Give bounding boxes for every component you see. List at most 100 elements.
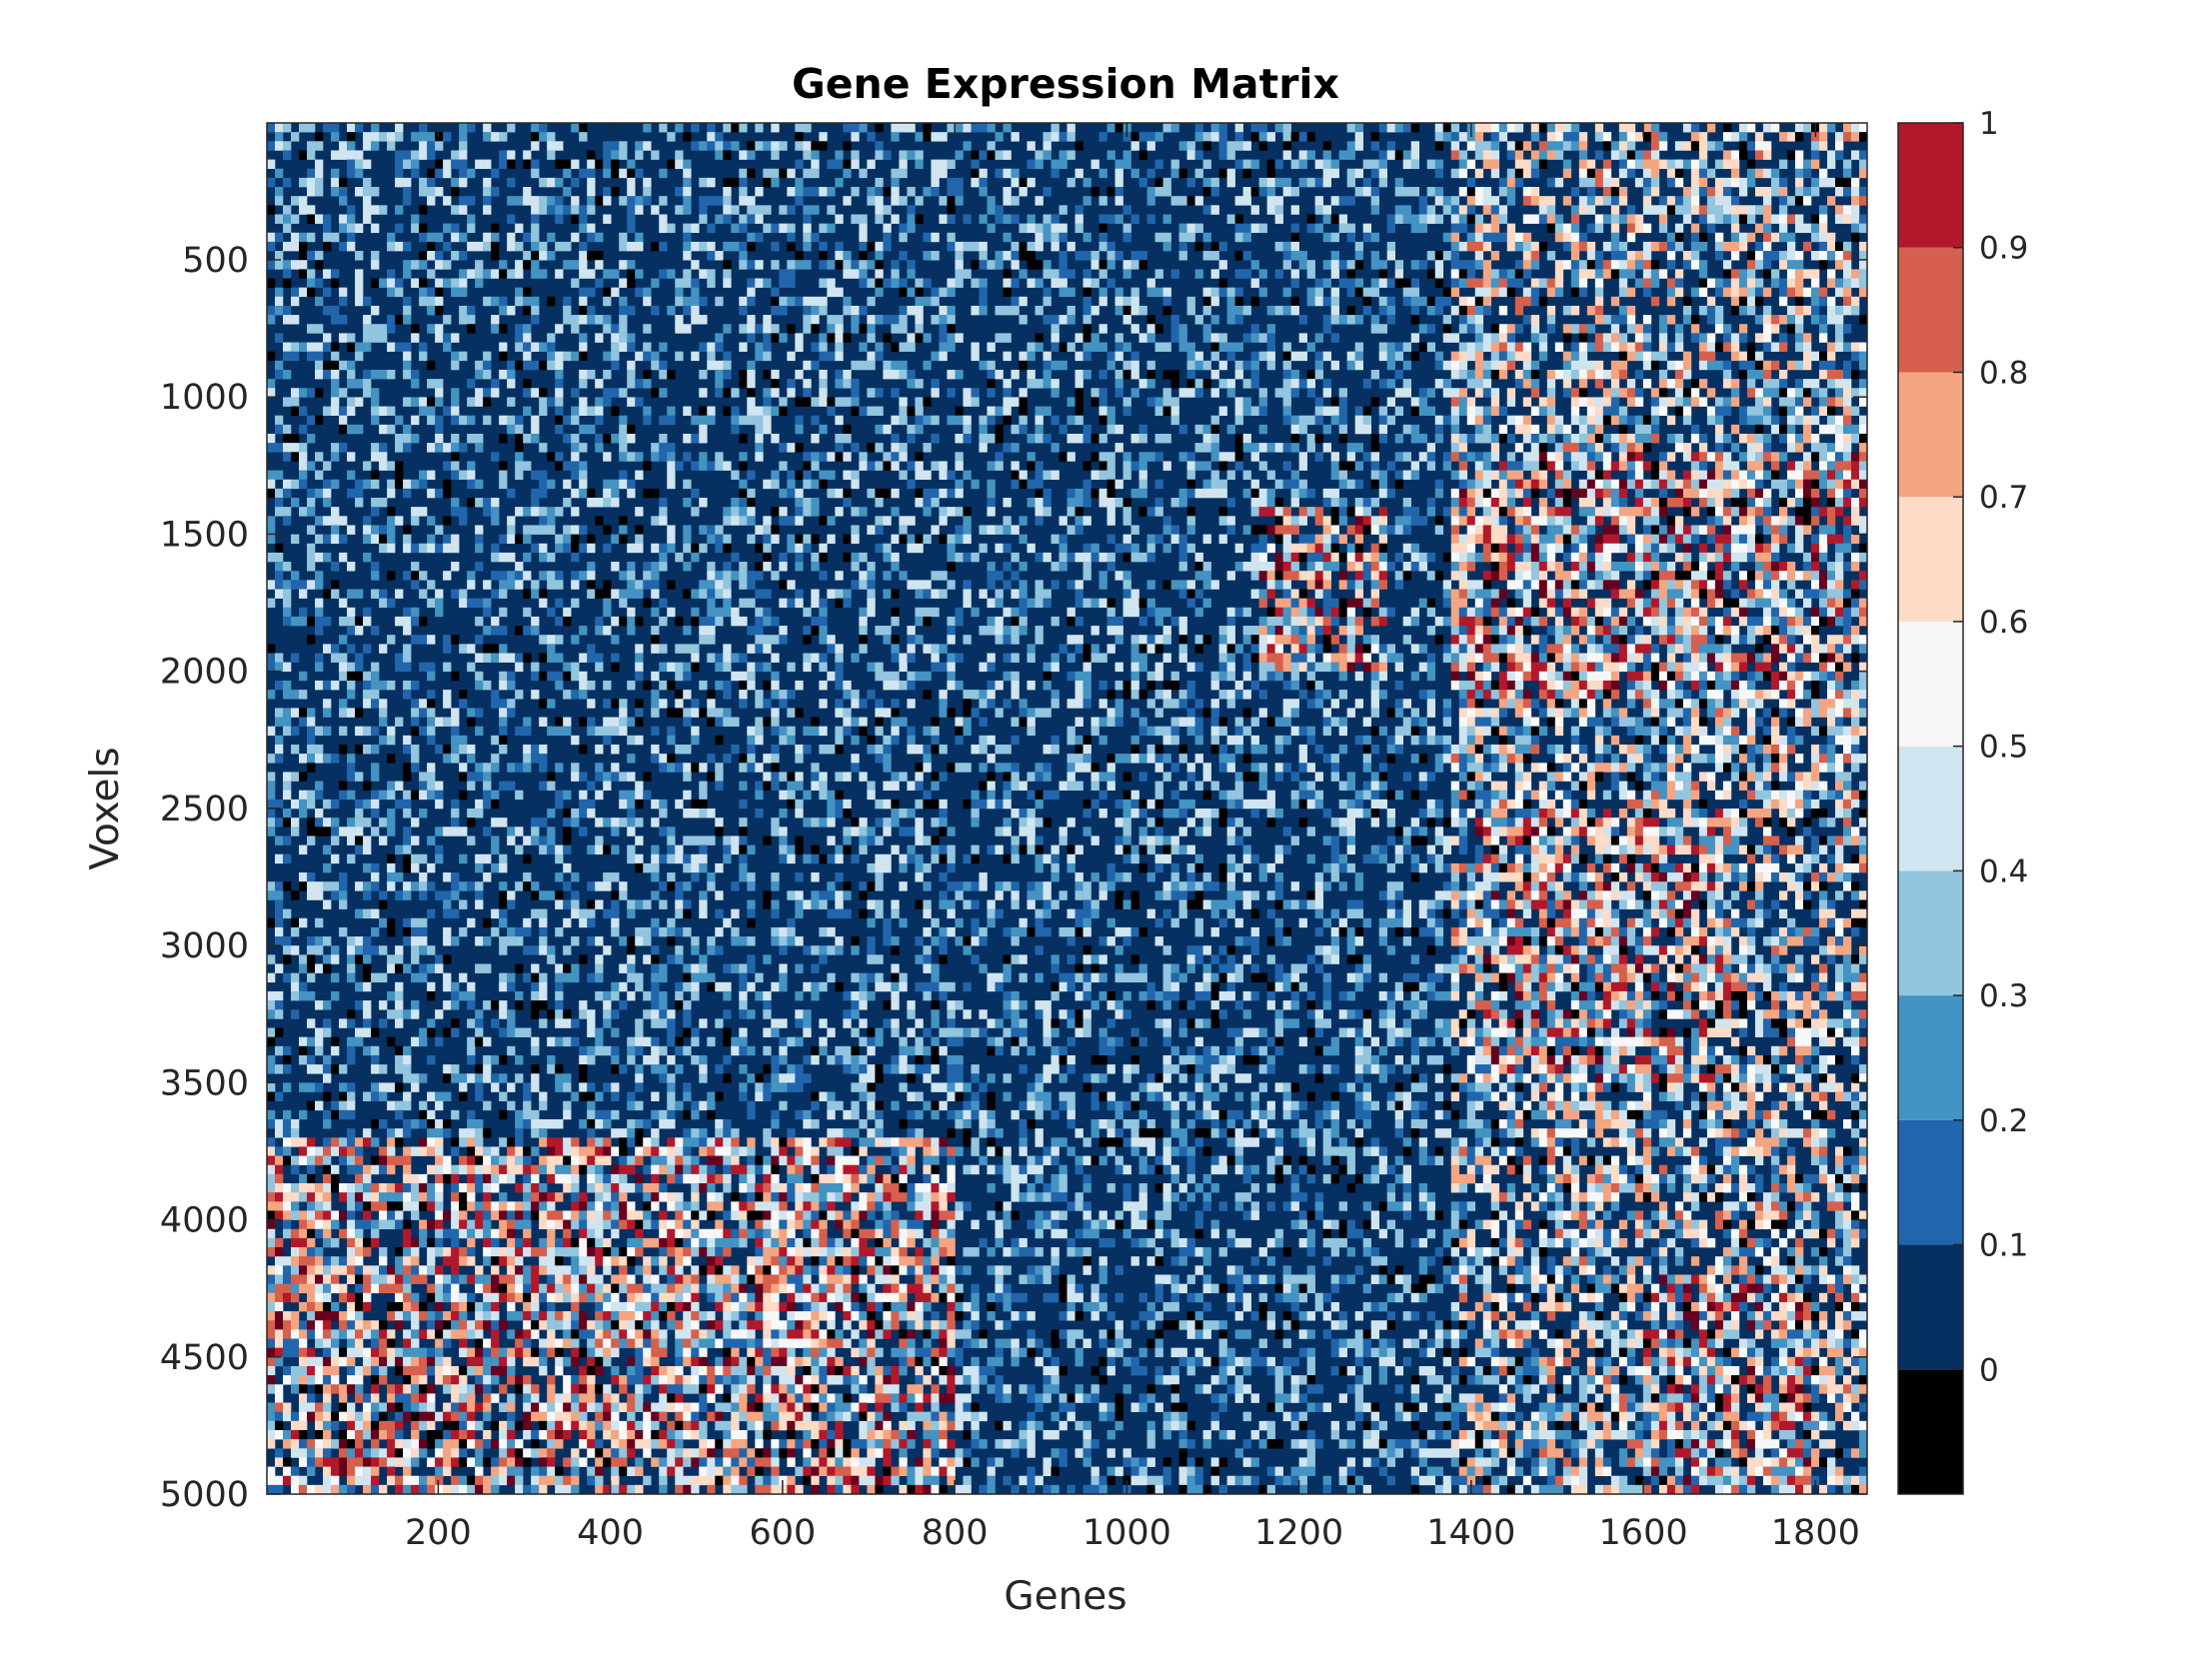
heatmap-cell [307, 552, 316, 563]
heatmap-cell [267, 141, 276, 151]
heatmap-cell [1099, 132, 1107, 142]
heatmap-cell [1850, 196, 1860, 206]
heatmap-cell [659, 543, 668, 554]
heatmap-cell [1282, 305, 1291, 316]
heatmap-cell [443, 168, 452, 179]
heatmap-cell [1067, 498, 1076, 508]
heatmap-cell [1859, 461, 1868, 471]
heatmap-cell [547, 552, 556, 563]
heatmap-cell [835, 452, 844, 462]
heatmap-cell [1666, 498, 1676, 508]
heatmap-cell [1754, 205, 1764, 215]
heatmap-cell [579, 406, 588, 416]
heatmap-cell [291, 296, 300, 307]
heatmap-cell [347, 342, 356, 352]
heatmap-cell [1618, 187, 1628, 197]
heatmap-cell [539, 406, 548, 416]
heatmap-cell [859, 278, 868, 288]
heatmap-cell [323, 360, 332, 371]
heatmap-cell [819, 479, 828, 490]
heatmap-cell [1706, 205, 1716, 215]
heatmap-cell [803, 214, 812, 224]
heatmap-cell [771, 333, 780, 343]
heatmap-cell [1442, 461, 1452, 471]
heatmap-cell [1586, 223, 1596, 234]
heatmap-cell [755, 123, 764, 133]
heatmap-cell [451, 415, 460, 426]
heatmap-cell [891, 433, 900, 444]
heatmap-cell [1035, 516, 1044, 526]
heatmap-cell [283, 241, 292, 252]
heatmap-cell [1330, 461, 1339, 471]
heatmap-cell [579, 379, 588, 389]
heatmap-cell [1218, 260, 1227, 270]
heatmap-cell [971, 260, 980, 270]
heatmap-cell [1434, 168, 1444, 179]
heatmap-cell [1290, 479, 1299, 490]
heatmap-cell [1818, 543, 1828, 554]
heatmap-cell [1666, 278, 1676, 288]
heatmap-cell [619, 333, 628, 343]
heatmap-cell [1634, 470, 1644, 481]
heatmap-cell [1035, 552, 1044, 563]
heatmap-cell [387, 269, 396, 279]
heatmap-cell [291, 397, 300, 407]
heatmap-cell [395, 150, 404, 160]
heatmap-cell [1674, 177, 1684, 188]
heatmap-cell [867, 406, 876, 416]
heatmap-cell [1778, 507, 1788, 517]
heatmap-cell [811, 552, 820, 563]
heatmap-cell [1626, 214, 1636, 224]
heatmap-cell [1322, 315, 1331, 325]
heatmap-cell [1490, 269, 1500, 279]
heatmap-cell [1154, 159, 1163, 170]
heatmap-cell [1083, 562, 1092, 572]
heatmap-cell [499, 159, 508, 170]
heatmap-cell [1106, 360, 1115, 371]
heatmap-cell [1810, 534, 1820, 545]
heatmap-cell [1418, 214, 1428, 224]
heatmap-cell [1714, 433, 1724, 444]
heatmap-cell [363, 177, 372, 188]
heatmap-cell [907, 214, 916, 224]
heatmap-cell [1794, 534, 1804, 545]
heatmap-cell [1234, 141, 1243, 151]
heatmap-cell [1682, 406, 1692, 416]
heatmap-cell [1658, 241, 1668, 252]
heatmap-cell [427, 397, 436, 407]
heatmap-cell [699, 141, 708, 151]
heatmap-cell [907, 333, 916, 343]
heatmap-cell [283, 424, 292, 435]
heatmap-cell [1594, 223, 1604, 234]
heatmap-cell [1194, 269, 1203, 279]
heatmap-cell [1826, 452, 1836, 462]
heatmap-cell [1714, 406, 1724, 416]
heatmap-cell [1642, 269, 1652, 279]
heatmap-cell [1210, 187, 1219, 197]
heatmap-cell [1306, 415, 1315, 426]
heatmap-cell [1530, 360, 1540, 371]
heatmap-cell [803, 470, 812, 481]
heatmap-cell [1282, 552, 1291, 563]
heatmap-cell [1402, 498, 1412, 508]
heatmap-cell [1162, 241, 1171, 252]
heatmap-cell [1035, 342, 1044, 352]
heatmap-cell [563, 168, 572, 179]
heatmap-cell [651, 241, 660, 252]
heatmap-cell [659, 342, 668, 352]
heatmap-cell [1698, 241, 1708, 252]
heatmap-cell [315, 342, 324, 352]
heatmap-cell [739, 196, 748, 206]
heatmap-cell [1818, 205, 1828, 215]
heatmap-cell [267, 552, 276, 563]
heatmap-cell [1114, 196, 1123, 206]
heatmap-cell [1506, 223, 1516, 234]
heatmap-cell [1514, 525, 1524, 535]
heatmap-cell [987, 369, 996, 380]
heatmap-cell [491, 324, 500, 334]
heatmap-cell [1354, 534, 1363, 545]
heatmap-cell [587, 287, 596, 298]
heatmap-cell [1338, 223, 1347, 234]
heatmap-cell [1562, 333, 1572, 343]
heatmap-cell [411, 278, 420, 288]
